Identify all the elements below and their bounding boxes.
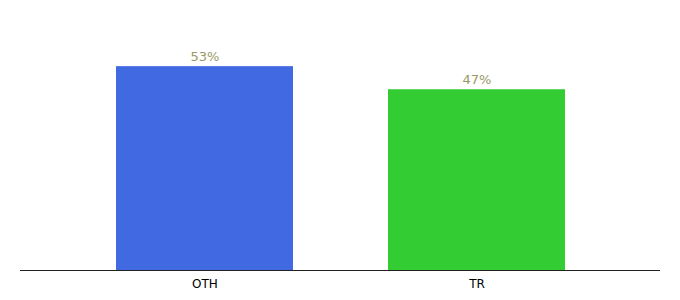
svg-text:47%: 47% [463,72,492,87]
svg-text:TR: TR [468,277,485,291]
svg-text:OTH: OTH [192,277,218,291]
svg-text:53%: 53% [191,49,220,64]
